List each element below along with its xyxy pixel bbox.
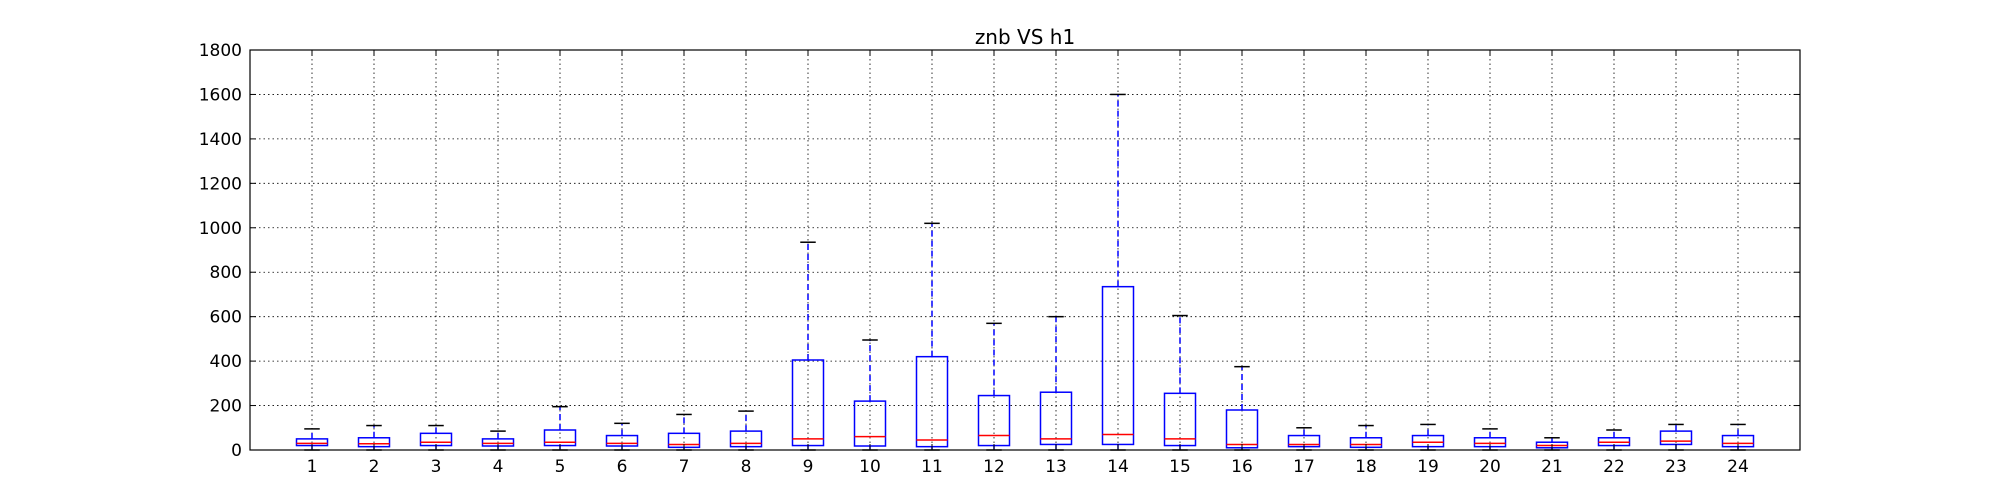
- x-tick-label: 14: [1107, 457, 1129, 477]
- x-tick-label: 15: [1169, 457, 1191, 477]
- x-tick-label: 4: [493, 457, 504, 477]
- x-tick-label: 19: [1417, 457, 1439, 477]
- box-5: [543, 405, 577, 451]
- x-tick-label: 23: [1665, 457, 1687, 477]
- chart-title: znb VS h1: [975, 25, 1075, 49]
- x-tick-label: 12: [983, 457, 1005, 477]
- x-tick-label: 9: [803, 457, 814, 477]
- x-tick-label: 17: [1293, 457, 1315, 477]
- plot-area-frame: [249, 49, 1801, 451]
- x-tick-label: 22: [1603, 457, 1625, 477]
- box-12: [977, 322, 1011, 451]
- iqr-box: [1039, 391, 1073, 446]
- x-tick-label: 10: [859, 457, 881, 477]
- y-tick-label: 0: [231, 441, 242, 461]
- y-tick-label: 1000: [199, 219, 242, 239]
- y-tick-label: 800: [210, 263, 242, 283]
- y-tick-label: 1800: [199, 41, 242, 61]
- x-tick-label: 21: [1541, 457, 1563, 477]
- x-tick-label: 3: [431, 457, 442, 477]
- box-9: [791, 241, 825, 451]
- x-tick-label: 1: [307, 457, 318, 477]
- x-tick-label: 18: [1355, 457, 1377, 477]
- y-tick-label: 1600: [199, 85, 242, 105]
- y-tick-label: 600: [210, 308, 242, 328]
- box-15: [1163, 314, 1197, 451]
- iqr-box: [419, 432, 453, 447]
- x-tick-label: 13: [1045, 457, 1067, 477]
- x-tick-label: 24: [1727, 457, 1749, 477]
- y-tick-label: 1400: [199, 130, 242, 150]
- grid-lines: [250, 50, 1800, 450]
- x-tick-label: 20: [1479, 457, 1501, 477]
- x-tick-label: 7: [679, 457, 690, 477]
- x-tick-label: 11: [921, 457, 943, 477]
- y-tick-label: 1200: [199, 174, 242, 194]
- y-tick-label: 200: [210, 397, 242, 417]
- x-tick-label: 16: [1231, 457, 1253, 477]
- y-tick-label: 400: [210, 352, 242, 372]
- x-tick-label: 2: [369, 457, 380, 477]
- x-tick-label: 6: [617, 457, 628, 477]
- x-tick-label: 5: [555, 457, 566, 477]
- x-tick-label: 8: [741, 457, 752, 477]
